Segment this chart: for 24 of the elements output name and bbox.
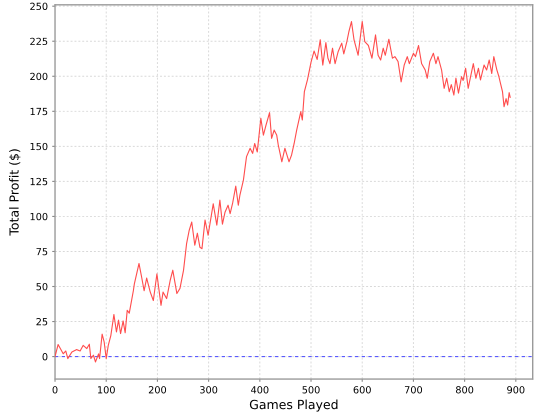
x-tick-label: 500 [302,386,320,394]
y-tick-label: 125 [30,178,48,186]
x-axis-title: Games Played [250,400,338,412]
x-tick-label: 600 [354,386,371,394]
y-tick-label: 50 [36,282,48,290]
y-tick-label: 100 [30,212,48,220]
x-tick-label: 400 [251,386,268,394]
x-tick-label: 300 [200,386,218,394]
x-tick-label: 900 [507,386,524,394]
x-tick-label: 700 [404,386,422,394]
x-tick-label: 0 [52,386,58,394]
y-tick-label: 200 [30,72,48,80]
y-tick-label: 250 [30,2,48,10]
y-tick-label: 75 [36,248,48,256]
y-tick-label: 25 [36,318,48,326]
y-tick-label: 175 [30,108,48,116]
x-tick-label: 200 [148,386,166,394]
y-tick-label: 225 [30,38,48,46]
x-tick-label: 100 [98,386,115,394]
line-series [55,21,511,362]
y-tick-label: 0 [42,353,48,360]
y-tick-label: 150 [30,142,48,150]
x-tick-label: 800 [456,386,474,394]
y-axis-title: Total Profit ($) [9,149,20,236]
